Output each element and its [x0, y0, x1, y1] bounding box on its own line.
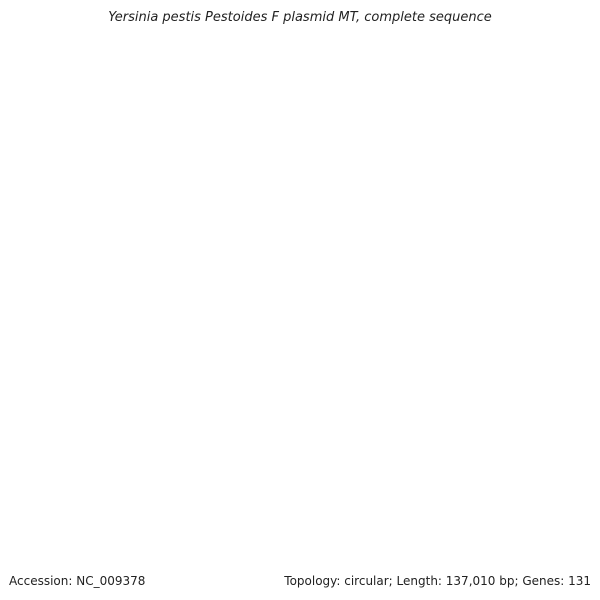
map-title: Yersinia pestis Pestoides F plasmid MT, …: [108, 10, 492, 25]
accession-label: Accession: NC_009378: [9, 574, 146, 588]
sequence-summary: Topology: circular; Length: 137,010 bp; …: [284, 574, 591, 588]
